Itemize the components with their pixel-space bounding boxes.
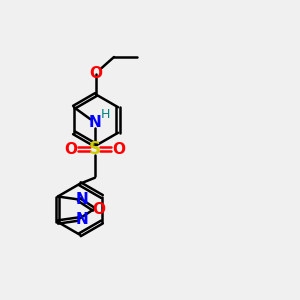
- Text: S: S: [89, 140, 101, 158]
- Text: O: O: [89, 66, 103, 81]
- Text: O: O: [93, 202, 106, 217]
- Text: N: N: [76, 212, 89, 226]
- Text: O: O: [64, 142, 77, 157]
- Text: N: N: [76, 192, 89, 207]
- Text: O: O: [112, 142, 125, 157]
- Text: N: N: [88, 115, 101, 130]
- Text: H: H: [101, 108, 110, 121]
